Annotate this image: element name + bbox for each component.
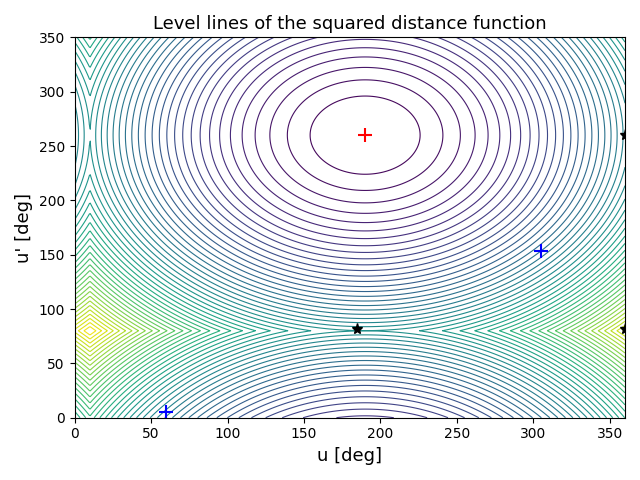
X-axis label: u [deg]: u [deg] xyxy=(317,447,382,465)
Y-axis label: u' [deg]: u' [deg] xyxy=(15,192,33,263)
Title: Level lines of the squared distance function: Level lines of the squared distance func… xyxy=(153,15,547,33)
